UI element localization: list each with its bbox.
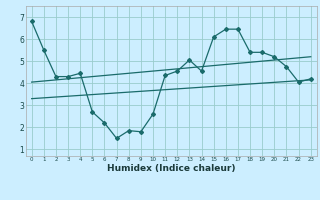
X-axis label: Humidex (Indice chaleur): Humidex (Indice chaleur) bbox=[107, 164, 236, 173]
